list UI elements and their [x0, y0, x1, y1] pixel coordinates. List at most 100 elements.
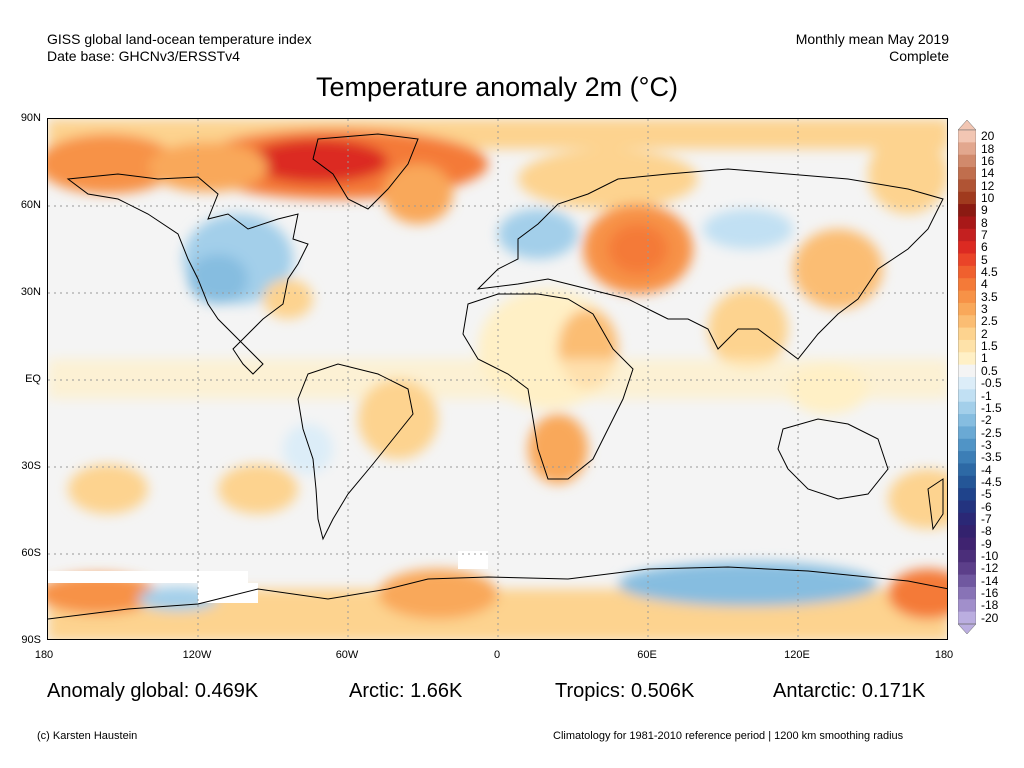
- lon-label: 60E: [637, 649, 657, 661]
- colorbar-swatch: [958, 574, 976, 588]
- colorbar-swatch: [958, 401, 976, 415]
- header-left: GISS global land-ocean temperature index…: [47, 31, 312, 65]
- stat-arctic: Arctic: 1.66K: [349, 680, 463, 702]
- colorbar-tick-label: 4.5: [981, 265, 998, 280]
- period-label: Monthly mean May 2019: [795, 31, 949, 47]
- anomaly-patch: [888, 569, 947, 619]
- anomaly-patch: [48, 134, 178, 194]
- anomaly-map: [47, 118, 948, 640]
- header-right: Monthly mean May 2019 Complete: [796, 31, 949, 65]
- colorbar-min-arrow: [958, 623, 976, 634]
- colorbar-tick-label: -16: [981, 586, 999, 601]
- colorbar-swatch: [958, 339, 976, 353]
- colorbar-swatch: [958, 204, 976, 217]
- colorbar-swatch: [958, 525, 976, 539]
- colorbar-swatch: [958, 426, 976, 440]
- lon-label: 120E: [784, 649, 810, 661]
- colorbar-tick-label: 18: [981, 141, 995, 156]
- colorbar-tick-label: -1: [981, 388, 992, 403]
- colorbar-swatch: [958, 265, 976, 279]
- colorbar-swatch: [958, 130, 976, 143]
- colorbar-swatch: [958, 352, 976, 366]
- colorbar-tick-label: 3: [981, 302, 988, 317]
- coastlines: [48, 133, 947, 620]
- colorbar-swatch: [958, 253, 976, 267]
- colorbar-tick-label: -20: [981, 610, 999, 625]
- lon-label: 120W: [182, 649, 212, 661]
- colorbar-tick-label: 1: [981, 351, 988, 366]
- colorbar-swatch: [958, 512, 976, 526]
- anomaly-patch: [148, 142, 268, 192]
- colorbar-swatch: [958, 377, 976, 390]
- colorbar-tick-label: -7: [981, 512, 992, 527]
- colorbar-swatch: [958, 216, 976, 230]
- colorbar-swatch: [958, 537, 976, 551]
- status-label: Complete: [889, 48, 949, 64]
- colorbar-swatch: [958, 302, 976, 316]
- colorbar-swatch: [958, 241, 976, 254]
- colorbar-tick-label: 14: [981, 166, 995, 181]
- colorbar-frame: [958, 129, 976, 625]
- colorbar-swatch: [958, 599, 976, 613]
- coast-eurasia: [476, 168, 944, 360]
- colorbar-swatch: [958, 562, 976, 576]
- anomaly-patch: [793, 229, 883, 309]
- anomaly-patch: [608, 224, 668, 274]
- colorbar-swatch: [958, 142, 976, 156]
- colorbar-swatch: [958, 154, 976, 168]
- colorbar-swatch: [958, 315, 976, 329]
- anomaly-patch: [263, 279, 313, 319]
- lon-label: 180: [934, 649, 954, 661]
- colorbar-tick-label: -3.5: [981, 450, 1002, 465]
- colorbar-swatch: [958, 611, 976, 625]
- colorbar: [958, 120, 976, 634]
- colorbar-swatch: [958, 167, 976, 180]
- colorbar-tick-label: 3.5: [981, 289, 998, 304]
- colorbar-tick-label: 4: [981, 277, 988, 292]
- colorbar-tick-label: 8: [981, 215, 988, 230]
- colorbar-tick-label: -2: [981, 413, 992, 428]
- no-data-region: [48, 551, 488, 603]
- colorbar-swatch: [958, 414, 976, 427]
- colorbar-tick-label: 5: [981, 252, 988, 267]
- footnote-label: Climatology for 1981-2010 reference peri…: [553, 730, 904, 742]
- anomaly-patch: [218, 464, 298, 514]
- anomaly-patch: [188, 254, 248, 304]
- colorbar-max-arrow: [958, 120, 976, 131]
- anomaly-patch: [888, 469, 947, 529]
- credit-label: (c) Karsten Haustein: [37, 730, 138, 742]
- anomaly-patch: [588, 524, 748, 554]
- coast-greenland: [312, 133, 419, 210]
- colorbar-swatch: [958, 278, 976, 292]
- anomaly-patch: [518, 149, 698, 209]
- colorbar-tick-label: 6: [981, 240, 988, 255]
- colorbar-swatch: [958, 364, 976, 378]
- anomaly-patch: [383, 164, 453, 224]
- colorbar-tick-label: -10: [981, 549, 999, 564]
- coast-africa: [462, 293, 634, 480]
- colorbar-swatch: [958, 290, 976, 304]
- coast-australia: [777, 418, 889, 500]
- colorbar-tick-label: 20: [981, 129, 995, 144]
- lon-label: 60W: [335, 649, 359, 661]
- colorbar-tick-label: 10: [981, 190, 995, 205]
- colorbar-tick-label: -3: [981, 437, 992, 452]
- lat-label: 60S: [21, 547, 41, 559]
- colorbar-swatch: [958, 228, 976, 242]
- colorbar-tick-label: 1.5: [981, 339, 998, 354]
- data-base-label: Date base: GHCNv3/ERSSTv4: [47, 48, 240, 64]
- anomaly-patch: [528, 414, 588, 484]
- coast-antarctica: [48, 566, 947, 620]
- coast-south-america: [297, 363, 414, 541]
- anomaly-patch: [498, 209, 578, 259]
- colorbar-swatch: [958, 438, 976, 452]
- stat-global: Anomaly global: 0.469K: [47, 680, 259, 702]
- colorbar-swatch: [958, 475, 976, 489]
- colorbar-tick-label: -6: [981, 499, 992, 514]
- lat-label: 30S: [21, 460, 41, 472]
- colorbar-tick-label: -12: [981, 561, 999, 576]
- anomaly-patch: [378, 569, 498, 619]
- anomaly-patch: [248, 139, 388, 183]
- anomaly-patch: [48, 574, 158, 614]
- anomaly-patch: [283, 424, 333, 474]
